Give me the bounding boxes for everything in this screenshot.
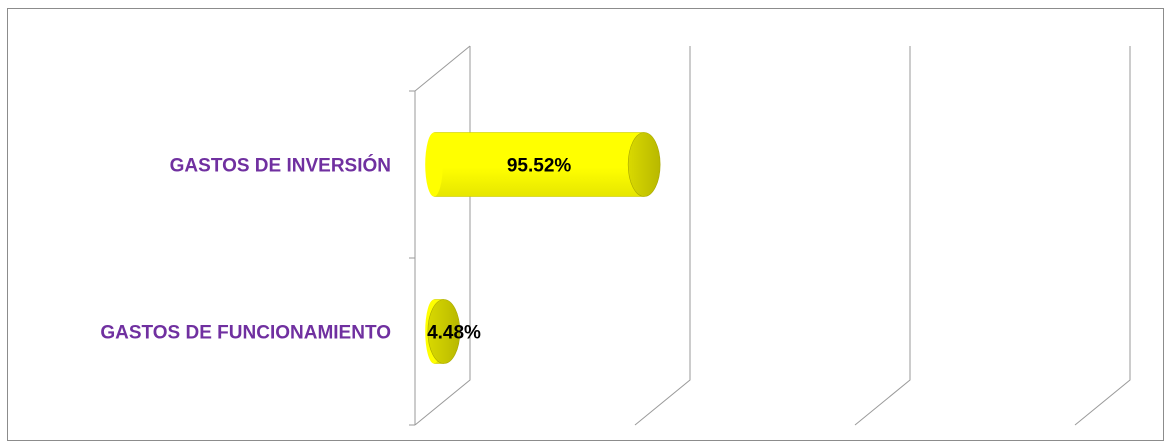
wall-edge xyxy=(414,45,471,92)
data-label: 95.52% xyxy=(507,156,572,177)
gridline xyxy=(1074,46,1131,426)
gridline xyxy=(854,46,911,426)
bar-cap xyxy=(627,132,661,197)
chart-frame xyxy=(7,8,1164,441)
bar xyxy=(433,132,645,197)
bar-cap xyxy=(427,299,461,364)
category-label: GASTOS DE INVERSIÓN xyxy=(170,155,391,177)
gridline xyxy=(634,46,691,426)
gridline xyxy=(414,46,471,426)
category-label: GASTOS DE FUNCIONAMIENTO xyxy=(100,323,391,344)
bar-base xyxy=(425,132,443,197)
data-label: 4.48% xyxy=(427,323,481,344)
